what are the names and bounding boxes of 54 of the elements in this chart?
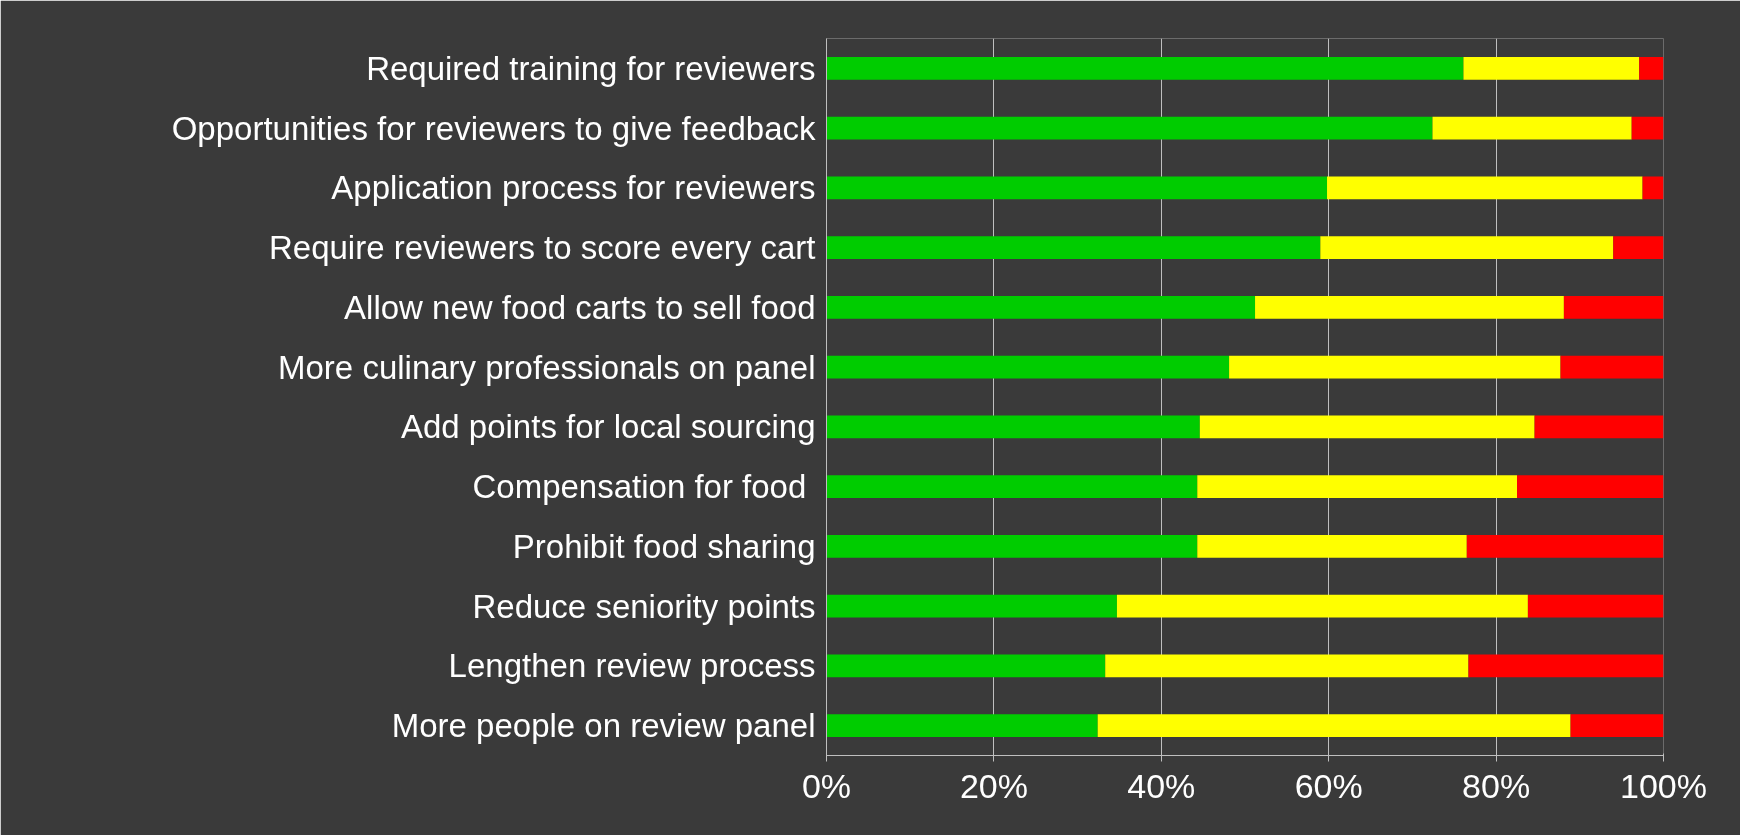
y-tick-label: More people on review panel bbox=[391, 707, 816, 745]
bar bbox=[1563, 296, 1664, 319]
bar bbox=[1116, 594, 1528, 618]
bar bbox=[1560, 355, 1664, 379]
bar bbox=[1534, 415, 1664, 439]
y-tick-label: Require reviewers to score every cart bbox=[268, 229, 816, 267]
bar bbox=[826, 714, 1098, 737]
bar bbox=[1229, 355, 1561, 379]
bar bbox=[826, 296, 1256, 319]
bar bbox=[1199, 415, 1535, 439]
y-tick-label: Opportunities for reviewers to give feedback bbox=[171, 109, 816, 147]
x-tick-label: 40% bbox=[1127, 766, 1196, 805]
bar bbox=[1105, 654, 1469, 678]
x-tick-label: 0% bbox=[801, 766, 852, 805]
bar bbox=[1463, 57, 1640, 80]
bar bbox=[826, 415, 1200, 439]
bar bbox=[1527, 594, 1664, 618]
bar bbox=[1327, 176, 1643, 200]
bar bbox=[1517, 475, 1664, 498]
bar bbox=[826, 535, 1198, 558]
y-tick-label: More culinary professionals on panel bbox=[278, 348, 816, 386]
x-tick-label: 80% bbox=[1462, 766, 1531, 805]
bar bbox=[1468, 654, 1664, 678]
y-tick-label: Application process for reviewers bbox=[331, 169, 816, 207]
bar bbox=[1631, 116, 1664, 140]
x-tick-label: 60% bbox=[1294, 766, 1363, 805]
bar bbox=[1255, 296, 1564, 319]
bar bbox=[826, 236, 1321, 259]
bar bbox=[826, 355, 1230, 379]
bar bbox=[1613, 236, 1664, 259]
y-tick-label: Add points for local sourcing bbox=[400, 408, 816, 446]
bar bbox=[826, 654, 1106, 678]
bar bbox=[1197, 535, 1467, 558]
y-tick-label: Prohibit food sharing bbox=[512, 527, 816, 565]
x-tick-label: 100% bbox=[1620, 766, 1707, 805]
bar bbox=[826, 57, 1464, 80]
bar bbox=[826, 176, 1328, 200]
y-tick-label: Required training for reviewers bbox=[366, 49, 816, 87]
bar bbox=[826, 475, 1198, 498]
bar bbox=[1642, 176, 1664, 200]
bar bbox=[1570, 714, 1664, 737]
bar bbox=[1320, 236, 1614, 259]
bar bbox=[1466, 535, 1664, 558]
bar bbox=[1639, 57, 1664, 80]
bar bbox=[826, 116, 1433, 140]
bar bbox=[1097, 714, 1571, 737]
bar bbox=[1197, 475, 1518, 498]
y-tick-label: Compensation for food bbox=[472, 468, 807, 506]
y-tick-label: Reduce seniority points bbox=[472, 587, 816, 625]
x-tick-label: 20% bbox=[959, 766, 1028, 805]
bar bbox=[826, 594, 1117, 618]
y-tick-label: Allow new food carts to sell food bbox=[344, 288, 816, 326]
y-tick-label: Lengthen review process bbox=[448, 647, 816, 685]
bar bbox=[1432, 116, 1632, 140]
